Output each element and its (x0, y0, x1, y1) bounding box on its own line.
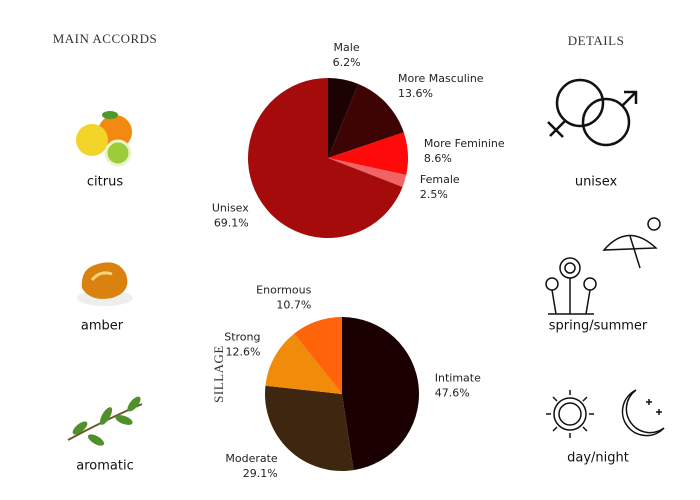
detail-label: unisex (575, 175, 618, 190)
pie-slice (247, 78, 403, 239)
slice-value: 47.6% (435, 386, 470, 399)
pie-slice (294, 317, 342, 394)
slice-value: 10.7% (276, 299, 311, 312)
detail-label: spring/summer (549, 319, 648, 334)
section-title: DETAILS (568, 33, 625, 48)
citrus-icon (76, 111, 132, 167)
slice-label: Enormous (256, 284, 311, 297)
daynight-icon (546, 389, 665, 438)
pie-slice (265, 385, 354, 472)
slice-label: Intimate (435, 371, 481, 384)
pie-slice (328, 132, 408, 175)
aromatic-icon (67, 396, 143, 446)
detail-label: day/night (567, 451, 629, 466)
pie-slice (342, 317, 419, 471)
chart-title: SILLAGE (211, 345, 226, 403)
slice-label: Male (334, 41, 360, 54)
pie-slice (265, 333, 342, 394)
slice-label: More Feminine (424, 137, 505, 150)
slice-value: 29.1% (243, 467, 278, 480)
slice-value: 2.5% (420, 188, 448, 201)
amber-icon (77, 262, 133, 306)
slice-label: Female (420, 173, 460, 186)
pie-slice (328, 78, 359, 158)
section-title: MAIN ACCORDS (53, 31, 158, 46)
season-icon (545, 217, 661, 315)
slice-value: 13.6% (398, 87, 433, 100)
slice-label: More Masculine (398, 72, 484, 85)
slice-label: Unisex (212, 202, 249, 215)
slice-label: Strong (224, 330, 260, 343)
slice-value: 6.2% (333, 56, 361, 69)
slice-label: Moderate (225, 452, 278, 465)
accord-label: aromatic (76, 459, 133, 474)
accord-label: amber (81, 319, 124, 334)
slice-value: 69.1% (214, 217, 249, 230)
slice-value: 8.6% (424, 152, 452, 165)
pie-slice (328, 83, 404, 158)
slice-value: 12.6% (226, 345, 261, 358)
pie-slice (328, 158, 407, 187)
gender-icon (547, 78, 638, 147)
accord-label: citrus (87, 175, 123, 190)
